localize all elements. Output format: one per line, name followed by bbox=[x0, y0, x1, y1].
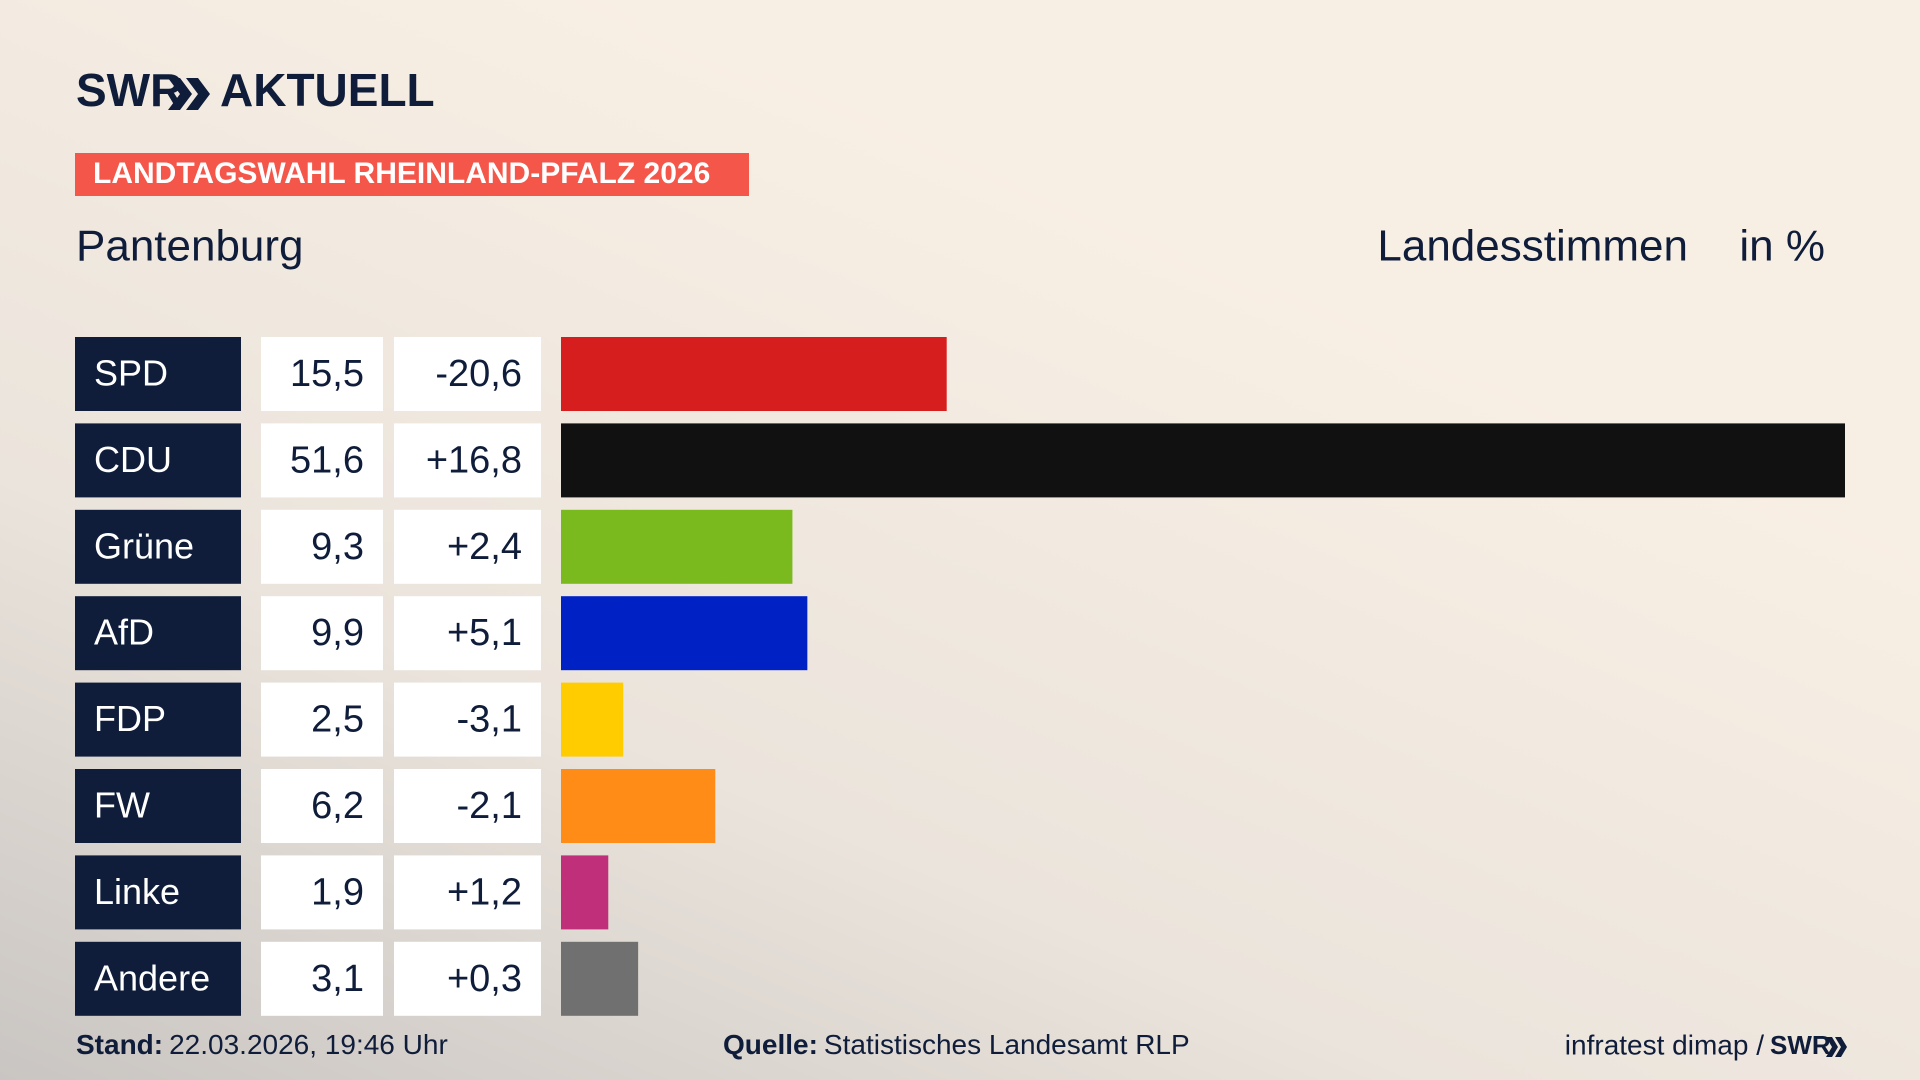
brand-arrows bbox=[168, 78, 210, 110]
bar bbox=[561, 855, 609, 930]
change-label: +16,8 bbox=[426, 439, 522, 481]
party-box bbox=[75, 596, 241, 671]
party-label: AfD bbox=[94, 612, 154, 653]
party-box bbox=[75, 682, 241, 757]
change-label: +0,3 bbox=[447, 958, 522, 1000]
bar bbox=[561, 596, 808, 671]
party-label: SPD bbox=[94, 353, 168, 394]
change-label: +2,4 bbox=[447, 526, 522, 568]
value-label: 1,9 bbox=[311, 871, 364, 913]
chart-title: Pantenburg bbox=[76, 222, 304, 271]
value-box bbox=[261, 769, 383, 843]
section: AKTUELL bbox=[220, 64, 435, 116]
change-label: -3,1 bbox=[457, 699, 522, 741]
party-label: FW bbox=[94, 785, 150, 826]
change-box bbox=[394, 337, 541, 411]
value-label: 2,5 bbox=[311, 699, 364, 741]
value-box bbox=[261, 855, 383, 930]
value-box bbox=[261, 423, 383, 498]
date-label: Stand: bbox=[76, 1029, 163, 1060]
credit-brand: SWR bbox=[1770, 1030, 1831, 1060]
kicker-box bbox=[75, 153, 749, 196]
bar bbox=[561, 682, 624, 757]
value-box bbox=[261, 337, 383, 411]
value-box bbox=[261, 941, 383, 1016]
source: Statistisches Landesamt RLP bbox=[824, 1029, 1190, 1060]
change-box bbox=[394, 682, 541, 757]
credit-arrows bbox=[1826, 1037, 1847, 1057]
value-label: 6,2 bbox=[311, 785, 364, 827]
brand: SWR bbox=[76, 64, 183, 116]
value-label: 9,3 bbox=[311, 526, 364, 568]
change-box bbox=[394, 855, 541, 930]
bar bbox=[561, 509, 793, 584]
party-label: Grüne bbox=[94, 525, 194, 566]
source-label: Quelle: bbox=[723, 1029, 818, 1060]
footer-source: Quelle: Statistisches Landesamt RLP bbox=[723, 1029, 1190, 1060]
change-box bbox=[394, 941, 541, 1016]
party-label: FDP bbox=[94, 698, 166, 739]
date: 22.03.2026, 19:46 Uhr bbox=[169, 1029, 448, 1060]
party-label: Andere bbox=[94, 957, 210, 998]
credit: infratest dimap / bbox=[1565, 1029, 1764, 1060]
party-box bbox=[75, 769, 241, 843]
footer-date: Stand: 22.03.2026, 19:46 Uhr bbox=[76, 1029, 448, 1060]
value-label: 3,1 bbox=[311, 958, 364, 1000]
measure: Landesstimmen bbox=[1377, 222, 1688, 271]
party-box bbox=[75, 855, 241, 930]
change-box bbox=[394, 509, 541, 584]
bar bbox=[561, 941, 639, 1016]
party-box bbox=[75, 941, 241, 1016]
bar bbox=[561, 337, 947, 411]
value-label: 15,5 bbox=[290, 353, 364, 395]
change-box bbox=[394, 769, 541, 843]
party-box bbox=[75, 337, 241, 411]
bar bbox=[561, 769, 716, 843]
change-label: -20,6 bbox=[435, 353, 522, 395]
change-label: +1,2 bbox=[447, 871, 522, 913]
change-label: +5,1 bbox=[447, 612, 522, 654]
unit: in % bbox=[1739, 222, 1825, 271]
kicker: LANDTAGSWAHL RHEINLAND-PFALZ 2026 bbox=[93, 157, 710, 190]
party-label: CDU bbox=[94, 439, 172, 480]
bar bbox=[561, 423, 1845, 498]
change-box bbox=[394, 423, 541, 498]
party-label: Linke bbox=[94, 871, 180, 912]
change-label: -2,1 bbox=[457, 785, 522, 827]
party-box bbox=[75, 423, 241, 498]
party-box bbox=[75, 509, 241, 584]
value-box bbox=[261, 596, 383, 671]
value-label: 9,9 bbox=[311, 612, 364, 654]
value-box bbox=[261, 509, 383, 584]
value-box bbox=[261, 682, 383, 757]
change-box bbox=[394, 596, 541, 671]
value-label: 51,6 bbox=[290, 439, 364, 481]
